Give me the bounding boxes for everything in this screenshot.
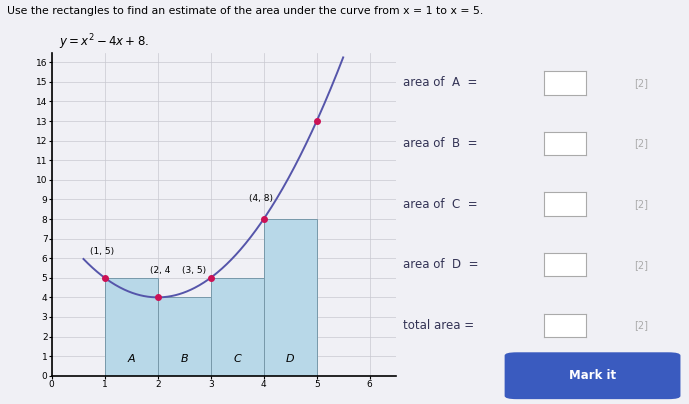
FancyBboxPatch shape: [504, 352, 681, 399]
Text: A: A: [127, 354, 135, 364]
Text: (2, 4: (2, 4: [150, 266, 170, 275]
Text: area of  A  =: area of A =: [403, 76, 477, 89]
Text: B: B: [181, 354, 188, 364]
Text: [2]: [2]: [634, 320, 648, 330]
Bar: [158, 297, 211, 376]
Text: area of  C  =: area of C =: [403, 198, 477, 210]
Text: Mark it: Mark it: [569, 369, 616, 382]
Text: Use the rectangles to find an estimate of the area under the curve from x = 1 to: Use the rectangles to find an estimate o…: [7, 6, 483, 16]
Text: D: D: [286, 354, 294, 364]
Text: (4, 8): (4, 8): [249, 194, 273, 203]
Text: $y = x^2 - 4x + 8.$: $y = x^2 - 4x + 8.$: [59, 32, 149, 52]
Bar: [211, 278, 264, 376]
Text: [2]: [2]: [634, 139, 648, 148]
Text: C: C: [234, 354, 241, 364]
Text: (1, 5): (1, 5): [90, 247, 114, 256]
Text: [2]: [2]: [634, 78, 648, 88]
Text: area of  D  =: area of D =: [403, 258, 479, 271]
Bar: [264, 219, 317, 376]
Text: (3, 5): (3, 5): [181, 266, 205, 275]
Text: [2]: [2]: [634, 199, 648, 209]
Text: area of  B  =: area of B =: [403, 137, 477, 150]
Text: [2]: [2]: [634, 260, 648, 269]
Text: total area =: total area =: [403, 319, 474, 332]
Bar: [105, 278, 158, 376]
